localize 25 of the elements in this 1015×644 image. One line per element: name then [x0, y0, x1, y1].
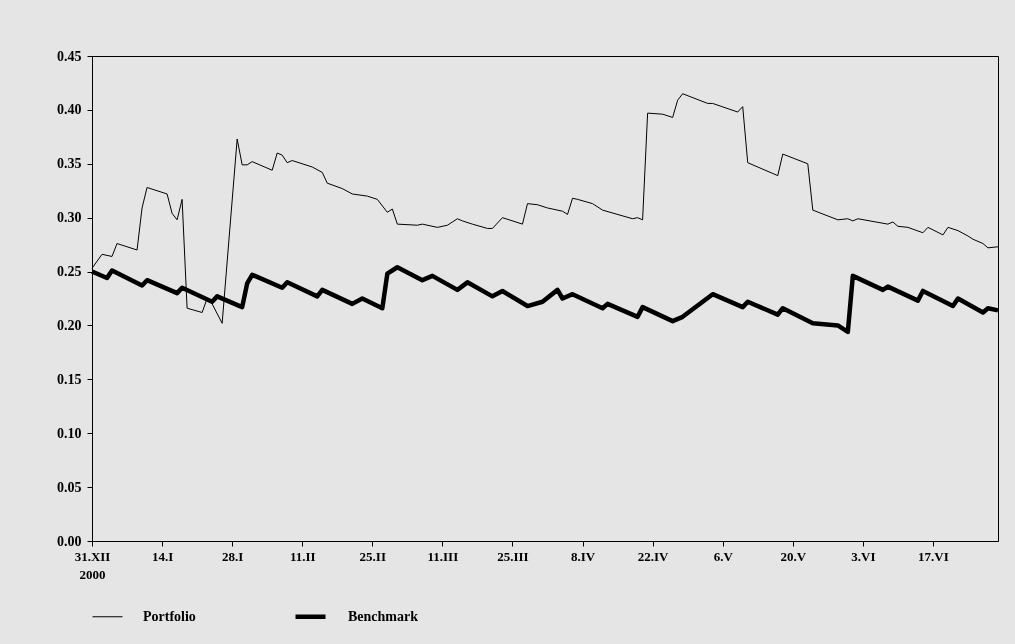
x-tick-label: 14.I [151, 548, 174, 564]
y-tick-label: 0.45 [57, 48, 82, 64]
y-tick-label: 0.00 [57, 533, 82, 549]
x-tick-label: 22.IV [637, 548, 670, 564]
y-tick-label: 0.35 [57, 156, 82, 172]
x-tick-label: 25.II [359, 548, 386, 564]
x-tick-label: 11.III [427, 548, 459, 564]
legend-label: Portfolio [143, 608, 196, 624]
y-tick-label: 0.40 [57, 102, 82, 118]
x-tick-label: 17.VI [918, 548, 949, 564]
y-tick-label: 0.10 [57, 425, 82, 441]
x-tick-label: 25.III [497, 548, 529, 564]
y-tick-label: 0.05 [57, 479, 82, 495]
y-tick-label: 0.30 [57, 210, 82, 226]
legend-label: Benchmark [348, 608, 419, 624]
x-tick-label: 28.I [222, 548, 244, 564]
x-tick-label: 20.V [780, 548, 807, 564]
x-tick-label: 8.IV [570, 548, 596, 564]
x-tick-label: 3.VI [851, 548, 876, 564]
y-tick-label: 0.25 [57, 264, 82, 280]
y-tick-label: 0.15 [57, 371, 82, 387]
x-tick-label: 31.XII 2000 [74, 548, 111, 582]
x-tick-label: 11.II [289, 548, 316, 564]
y-tick-label: 0.20 [57, 317, 82, 333]
x-tick-label: 6.V [713, 548, 734, 564]
